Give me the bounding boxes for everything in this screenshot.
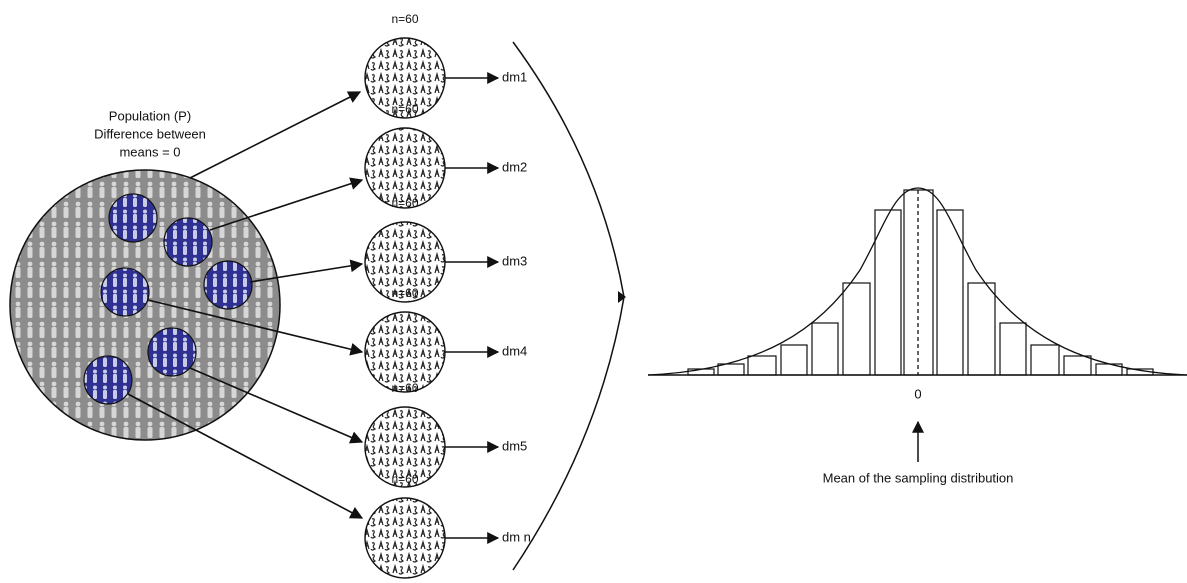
sample-mean: dm3 (502, 253, 527, 268)
population-label: Population (P) Difference between means … (94, 108, 206, 159)
sampling-arrows (127, 91, 364, 519)
label-line: Population (P) (109, 108, 191, 123)
sample-mean: dm n (502, 529, 531, 544)
random-samples (83, 193, 253, 405)
hist-bar (1063, 355, 1092, 376)
sample-size: n=60 (391, 472, 418, 486)
normal-curve (647, 187, 1187, 376)
sample-mean: dm2 (502, 159, 527, 174)
label-line: Difference between (94, 126, 206, 141)
sample-draw (83, 355, 133, 405)
label-line: means = 0 (119, 144, 180, 159)
sample-draw (108, 193, 158, 243)
hist-bar (842, 282, 871, 376)
samples: n=60 dm1 n=60 dm2 n=60 dm3 n=60 dm4 n=60 dm5 n=60 d… (364, 12, 531, 579)
arrow (189, 91, 362, 179)
hist-bar (811, 322, 839, 376)
sample-size: n=60 (391, 12, 418, 26)
sample-circle (364, 311, 446, 393)
sample-size: n=60 (391, 286, 418, 300)
sample-mean: dm4 (502, 343, 527, 358)
sample-draw (100, 267, 150, 317)
caption: Mean of the sampling distribution (823, 470, 1014, 485)
sample-draw (147, 327, 197, 377)
hist-bar (874, 209, 902, 376)
arrow (147, 299, 364, 356)
hist-bar (1030, 344, 1060, 376)
hist-bar (967, 282, 996, 376)
sample-size: n=60 (391, 196, 418, 210)
bracket (512, 41, 625, 571)
hist-bar (780, 344, 808, 376)
sample-size: n=60 (391, 381, 418, 395)
arrow (209, 177, 364, 231)
sample-draw (163, 217, 213, 267)
sample-mean: dm1 (502, 69, 527, 84)
arrow (189, 367, 364, 444)
sample-circle (364, 497, 446, 579)
arrow (249, 259, 364, 283)
hist-bar (936, 209, 964, 376)
sample-mean: dm5 (502, 438, 527, 453)
sample-draw (203, 260, 253, 310)
zero-label: 0 (914, 386, 921, 401)
hist-bar (999, 322, 1027, 376)
bracket-arrowhead (618, 291, 626, 303)
sample-size: n=60 (391, 102, 418, 116)
arrow (127, 393, 364, 519)
hist-bar (747, 355, 777, 376)
histogram (687, 189, 1154, 376)
